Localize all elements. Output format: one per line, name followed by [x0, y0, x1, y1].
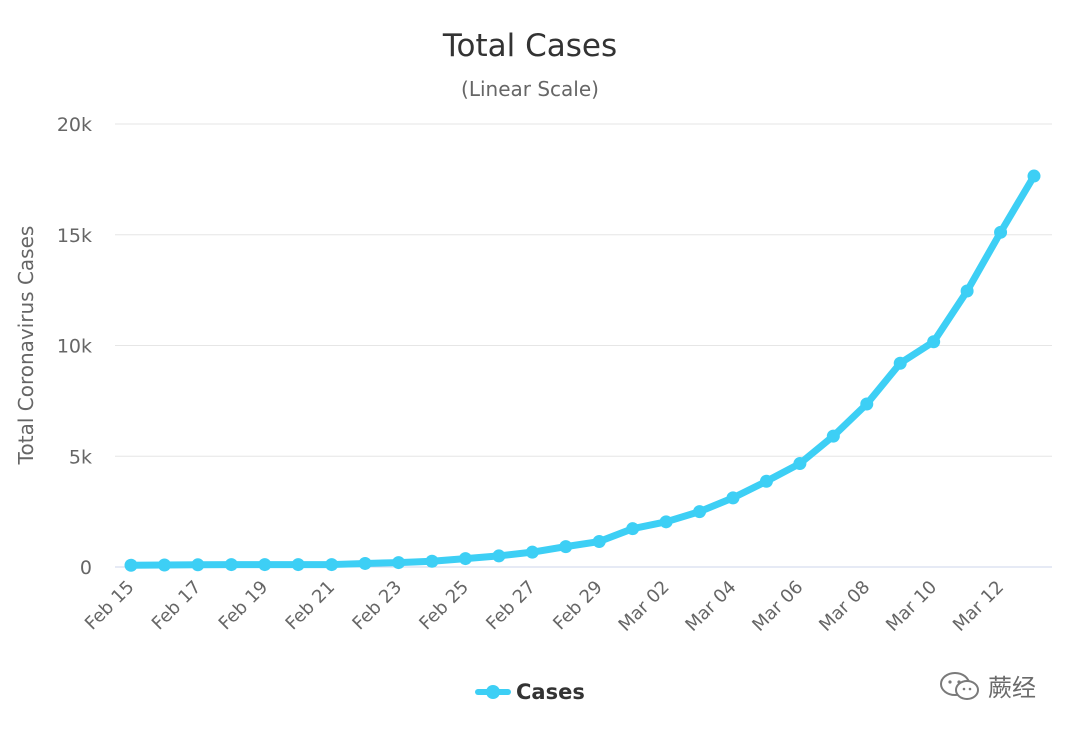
series-cases[interactable] — [124, 169, 1041, 572]
data-point[interactable] — [392, 556, 406, 570]
y-axis-labels: 0 5k 10k 15k 20k — [57, 114, 92, 579]
data-point[interactable] — [960, 284, 974, 298]
y-axis-title: Total Coronavirus Cases — [14, 226, 38, 466]
y-tick-label: 20k — [57, 114, 92, 136]
data-point[interactable] — [1027, 169, 1041, 183]
x-tick-label: Feb 29 — [549, 577, 607, 635]
x-tick-label: Feb 15 — [81, 577, 139, 635]
x-axis-labels: Feb 15 Feb 17 Feb 19 Feb 21 Feb 23 Feb 25 Feb … — [81, 577, 1008, 636]
x-tick-label: Feb 21 — [282, 577, 340, 635]
x-tick-label: Mar 02 — [615, 577, 674, 636]
grid-lines — [115, 123, 1052, 568]
data-point[interactable] — [559, 540, 573, 554]
data-point[interactable] — [157, 558, 171, 572]
x-tick-label: Feb 23 — [348, 577, 406, 635]
data-point[interactable] — [191, 558, 205, 572]
chart-subtitle: (Linear Scale) — [461, 77, 599, 101]
data-point[interactable] — [425, 554, 439, 568]
data-point[interactable] — [358, 556, 372, 570]
data-point[interactable] — [224, 558, 238, 572]
legend-label-cases[interactable]: Cases — [516, 680, 585, 704]
data-point[interactable] — [994, 225, 1008, 239]
y-tick-label: 15k — [57, 225, 92, 247]
x-tick-label: Mar 12 — [949, 577, 1008, 636]
x-tick-label: Mar 06 — [748, 577, 807, 636]
data-point[interactable] — [826, 429, 840, 443]
data-point[interactable] — [927, 335, 941, 349]
data-point[interactable] — [458, 552, 472, 566]
data-point[interactable] — [659, 515, 673, 529]
data-point[interactable] — [325, 558, 339, 572]
x-tick-label: Mar 08 — [815, 577, 874, 636]
x-tick-label: Feb 17 — [148, 577, 206, 635]
legend[interactable]: Cases — [475, 680, 585, 704]
data-point[interactable] — [860, 397, 874, 411]
data-point[interactable] — [592, 535, 606, 549]
chart-title: Total Cases — [442, 28, 617, 64]
data-point[interactable] — [124, 558, 138, 572]
legend-dot-marker — [486, 685, 500, 699]
x-tick-label: Mar 10 — [882, 577, 941, 636]
y-tick-label: 5k — [69, 446, 92, 468]
x-tick-label: Feb 25 — [415, 577, 473, 635]
watermark: 蕨经 — [938, 668, 1036, 703]
data-point[interactable] — [693, 505, 707, 519]
x-tick-label: Feb 27 — [482, 577, 540, 635]
data-point[interactable] — [893, 356, 907, 370]
data-point[interactable] — [525, 545, 539, 559]
data-point[interactable] — [291, 558, 305, 572]
series-line[interactable] — [127, 172, 1038, 569]
data-point[interactable] — [726, 491, 740, 505]
data-point[interactable] — [626, 522, 640, 536]
data-point[interactable] — [258, 558, 272, 572]
data-point[interactable] — [759, 474, 773, 488]
data-point[interactable] — [492, 549, 506, 563]
x-tick-label: Feb 19 — [215, 577, 273, 635]
data-point[interactable] — [793, 457, 807, 471]
watermark-text: 蕨经 — [988, 674, 1036, 702]
wechat-icon — [940, 671, 979, 700]
y-tick-label: 0 — [80, 557, 92, 579]
y-tick-label: 10k — [57, 336, 92, 358]
x-tick-label: Mar 04 — [681, 577, 740, 636]
